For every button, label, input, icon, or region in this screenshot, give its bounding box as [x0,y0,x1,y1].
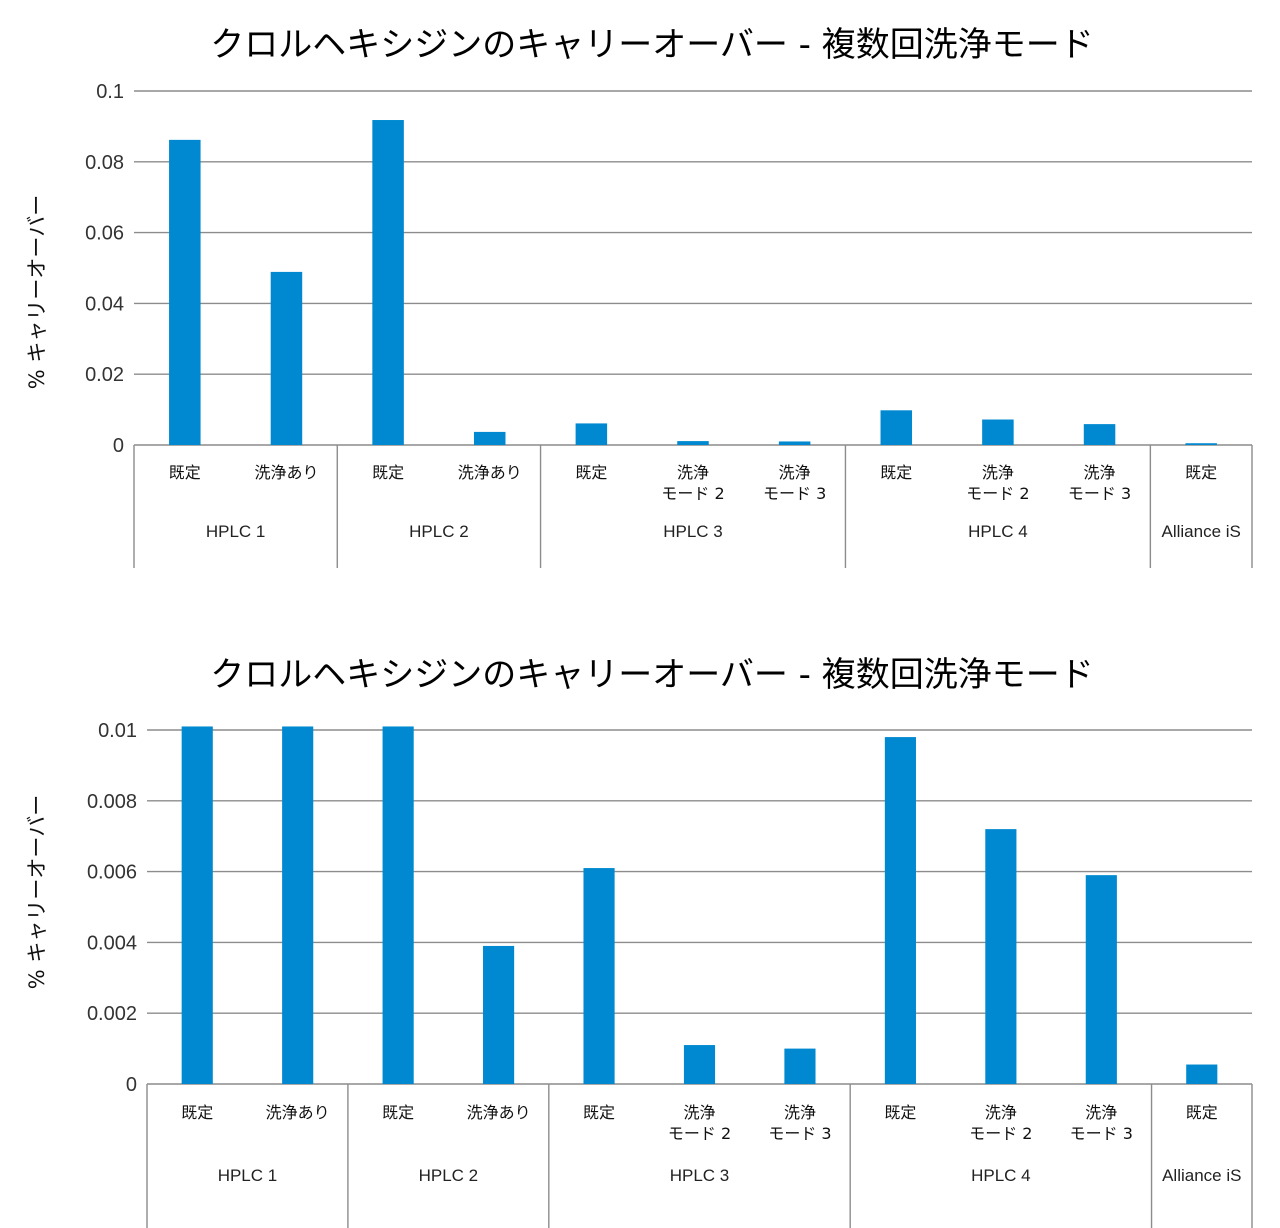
chart-1-category-label: 既定 [1185,463,1217,482]
chart-1-bar [372,120,404,445]
chart-2-title: クロルヘキシジンのキャリーオーバー - 複数回洗浄モード [210,655,1094,695]
chart-2-group-label: HPLC 2 [419,1166,479,1185]
chart-1-category-label: 洗浄 [1084,463,1116,482]
chart-1-svg: クロルヘキシジンのキャリーオーバー - 複数回洗浄モード % キャリーオーバー 0 0… [25,25,1253,568]
chart-1-title: クロルヘキシジンのキャリーオーバー - 複数回洗浄モード [210,25,1094,65]
chart-2-bar [483,945,515,1084]
chart-2-category-label: 既定 [583,1103,615,1122]
chart-1-y-axis-label: % キャリーオーバー [25,195,49,389]
chart-1-group-label: Alliance iS [1161,522,1240,541]
chart-2-category-label: モード 2 [969,1124,1032,1143]
chart-2-category-label: 洗浄あり [467,1103,531,1122]
chart-2-category-label: 既定 [382,1103,414,1122]
chart-1-group-label: HPLC 3 [663,522,723,541]
chart-2-y-tick-label: 0.004 [87,932,137,954]
chart-1-bar [677,441,709,445]
chart-1-category-label: 洗浄 [779,463,811,482]
chart-1-group-label: HPLC 1 [206,522,266,541]
chart-1-category-label: 既定 [169,463,201,482]
chart-2-category-label: 既定 [884,1103,916,1122]
chart-2-category-label: モード 3 [1070,1124,1133,1143]
chart-1-bar [778,441,811,445]
chart-1-category-label: モード 3 [1068,484,1131,503]
chart-1: クロルヘキシジンのキャリーオーバー - 複数回洗浄モード % キャリーオーバー 0 0… [0,0,1280,590]
chart-1-category-label: 洗浄 [677,463,709,482]
chart-2-bar [282,726,314,1084]
chart-2-y-axis-label: % キャリーオーバー [25,795,49,989]
chart-1-group-label: HPLC 4 [968,522,1028,541]
chart-1-category-label: 洗浄あり [458,463,522,482]
chart-2-category-label: モード 2 [668,1124,731,1143]
chart-2-y-tick-label: 0 [126,1074,137,1096]
chart-2-y-tick-label: 0.006 [87,862,137,884]
chart-2: クロルヘキシジンのキャリーオーバー - 複数回洗浄モード % キャリーオーバー 0 0… [0,640,1280,1228]
chart-1-category-label: モード 2 [966,484,1029,503]
chart-2-category-label: 既定 [1186,1103,1218,1122]
chart-2-bar [784,1048,816,1084]
chart-1-category-label: 洗浄 [982,463,1014,482]
chart-1-category-label: 既定 [880,463,912,482]
chart-1-category-label: 洗浄あり [254,463,318,482]
chart-1-bar [880,410,913,445]
chart-2-category-label: 洗浄 [1085,1103,1117,1122]
chart-1-group-label: HPLC 2 [409,522,469,541]
chart-2-group-label: HPLC 4 [971,1166,1031,1185]
chart-2-group-label: HPLC 1 [218,1166,278,1185]
chart-2-bar [683,1045,716,1084]
chart-1-category-label: モード 3 [763,484,826,503]
chart-2-bar [1186,1064,1218,1084]
chart-1-category-label: 既定 [575,463,607,482]
chart-2-y-tick-label: 0.008 [87,791,137,813]
chart-1-bar [575,423,608,445]
chart-1-y-tick-label: 0.02 [85,364,124,386]
chart-2-y-tick-label: 0.01 [98,720,137,742]
chart-1-category-label: モード 2 [661,484,724,503]
chart-2-group-label: Alliance iS [1162,1166,1241,1185]
chart-1-category-label: 既定 [372,463,404,482]
chart-2-bar [382,726,414,1084]
chart-2-bar [884,737,916,1084]
chart-2-bar [583,868,615,1084]
chart-1-bar [1185,443,1217,445]
chart-2-y-tick-label: 0.002 [87,1003,137,1025]
chart-2-category-label: 洗浄 [784,1103,816,1122]
chart-2-svg: クロルヘキシジンのキャリーオーバー - 複数回洗浄モード % キャリーオーバー 0 0… [25,655,1253,1228]
chart-1-bar [473,431,506,445]
chart-2-group-label: HPLC 3 [670,1166,730,1185]
chart-2-category-label: 洗浄 [683,1103,715,1122]
chart-2-bar [985,829,1017,1084]
chart-2-category-label: 洗浄あり [266,1103,330,1122]
chart-2-category-label: 既定 [181,1103,213,1122]
chart-1-y-tick-label: 0.06 [85,223,124,245]
chart-1-bar [169,139,201,446]
chart-1-y-tick-label: 0.08 [85,152,124,174]
chart-1-y-tick-label: 0 [113,435,124,457]
chart-1-y-tick-label: 0.04 [85,293,124,315]
chart-2-category-label: モード 3 [768,1124,831,1143]
chart-2-bar [181,726,213,1084]
chart-1-bar [270,271,303,445]
chart-2-category-label: 洗浄 [985,1103,1017,1122]
chart-1-y-tick-label: 0.1 [96,81,124,103]
chart-1-bar [1083,424,1116,445]
chart-2-bar [1085,875,1117,1084]
chart-1-bar [982,419,1014,445]
